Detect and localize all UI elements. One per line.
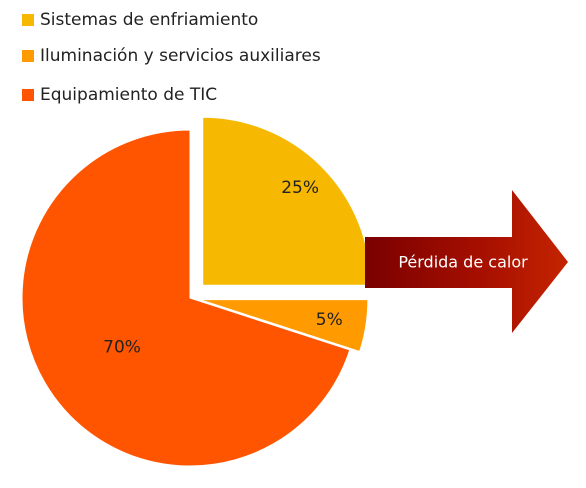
pie-slice (202, 116, 372, 286)
data-label: 70% (103, 337, 141, 357)
data-label: 25% (281, 178, 319, 198)
data-label: 5% (316, 310, 343, 330)
legend-swatch (22, 14, 34, 26)
pie-slice (21, 129, 351, 467)
legend: Sistemas de enfriamiento Iluminación y se… (22, 10, 321, 105)
arrow (365, 190, 568, 333)
annotation: Pérdida de calor (398, 253, 528, 272)
pie: 25% 5% 70% (21, 116, 372, 467)
pie-slice (199, 299, 369, 353)
legend-swatch (22, 89, 34, 101)
legend-label: Iluminación y servicios auxiliares (40, 46, 321, 66)
legend-label: Sistemas de enfriamiento (40, 10, 258, 30)
legend-swatch (22, 50, 34, 62)
legend-label: Equipamiento de TIC (40, 85, 217, 105)
